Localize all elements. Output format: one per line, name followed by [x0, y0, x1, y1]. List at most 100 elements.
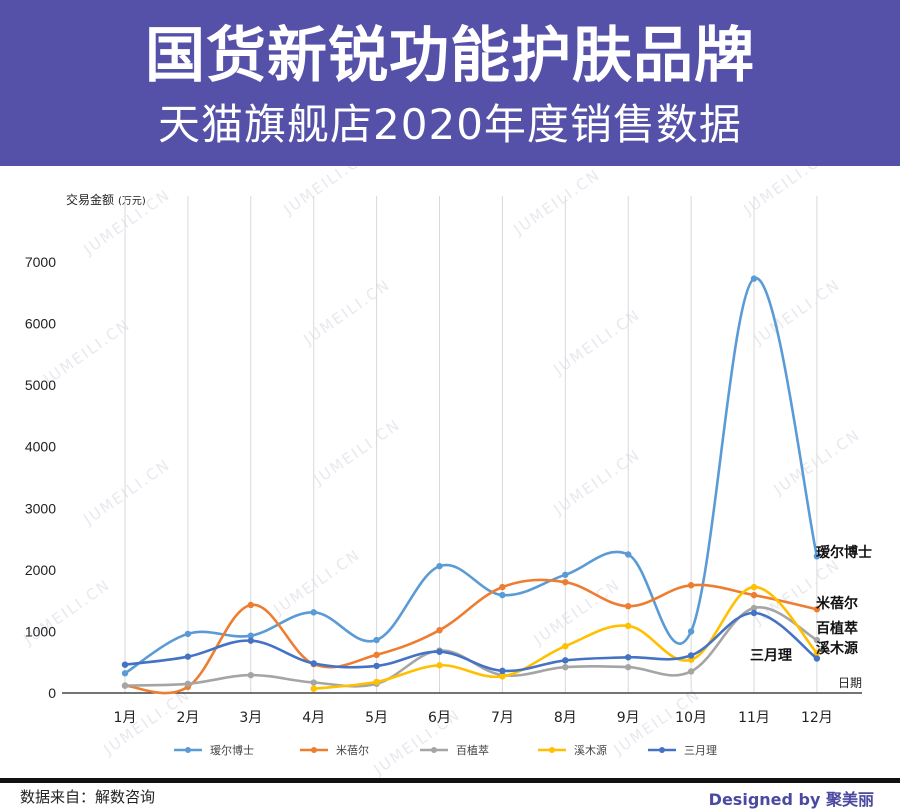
data-point [373, 662, 380, 670]
legend-label: 米蓓尔 [336, 744, 369, 757]
data-point [499, 583, 506, 591]
legend-marker [311, 747, 317, 753]
series-group: 溪木源 [310, 583, 858, 692]
data-point [436, 562, 443, 570]
series-group: 三月理 [121, 609, 821, 675]
data-point [813, 636, 821, 644]
data-point [750, 609, 758, 617]
y-tick-label: 6000 [25, 316, 56, 332]
data-point [562, 643, 569, 650]
legend-marker [659, 747, 665, 753]
data-point [499, 591, 506, 599]
line-chart: JUMEILI.CN JUMEILI.CN JUMEILI.CN JUMEILI.CN… [20, 166, 872, 778]
x-tick-label: 6月 [428, 710, 451, 726]
series-end-label: 瑷尔博士 [816, 544, 872, 561]
data-point [750, 591, 758, 599]
x-tick-label: 2月 [176, 710, 199, 726]
series-line [124, 606, 818, 688]
x-tick-label: 11月 [738, 710, 770, 726]
data-point [436, 662, 443, 669]
legend-marker [549, 747, 555, 753]
data-point [625, 602, 632, 610]
legend-label: 瑷尔博士 [210, 744, 254, 757]
data-point [562, 578, 569, 586]
data-point [247, 632, 254, 639]
data-point [750, 583, 758, 591]
data-point [813, 655, 821, 662]
y-tick-label: 2000 [25, 562, 56, 578]
legend-marker [431, 747, 437, 753]
data-point [247, 637, 254, 644]
data-point [625, 654, 632, 661]
y-tick-label: 1000 [25, 623, 56, 639]
data-point [373, 636, 380, 644]
data-point [562, 663, 569, 671]
legend-marker [185, 747, 191, 753]
data-point [750, 275, 758, 282]
data-point [625, 663, 632, 671]
data-point [373, 651, 380, 659]
y-tick-label: 0 [48, 685, 56, 701]
y-tick-label: 7000 [25, 254, 56, 270]
data-point [121, 661, 129, 668]
page-title: 国货新锐功能护肤品牌 [145, 21, 755, 91]
series-group: 瑷尔博士 [121, 275, 872, 677]
data-point [562, 657, 569, 664]
data-point [687, 652, 695, 659]
data-point [310, 685, 317, 692]
series-end-label: 米蓓尔 [816, 595, 858, 612]
y-axis-title: 交易金额 (万元) [66, 192, 146, 207]
y-axis-unit: (万元) [118, 196, 146, 207]
watermark-text: JUMEILI.CN [510, 166, 604, 239]
x-tick-label: 3月 [239, 710, 262, 726]
series-line [124, 277, 819, 675]
x-tick-label: 5月 [365, 710, 388, 726]
data-source: 数据来自：解数咨询 [20, 788, 156, 806]
data-point [247, 601, 254, 609]
data-point [625, 622, 632, 630]
watermark-text: JUMEILI.CN [80, 455, 174, 529]
data-point [499, 673, 506, 680]
watermark-text: JUMEILI.CN [750, 555, 844, 629]
series-line [124, 611, 818, 673]
data-point [436, 648, 443, 655]
legend-item: 溪木源 [538, 743, 607, 757]
legend-label: 溪木源 [574, 743, 607, 757]
data-point [184, 680, 192, 687]
x-tick-label: 9月 [617, 710, 640, 726]
data-point [310, 660, 317, 667]
data-point [121, 670, 129, 677]
watermark-text: JUMEILI.CN [270, 545, 364, 619]
series-end-label: 溪木源 [816, 640, 858, 657]
y-axis-label: 交易金额 [66, 192, 114, 207]
data-point [687, 668, 695, 675]
data-point [310, 609, 317, 616]
legend-item: 百植萃 [420, 743, 489, 757]
page-subtitle: 天猫旗舰店2020年度销售数据 [158, 100, 742, 149]
data-point [184, 630, 192, 638]
x-tick-label: 8月 [554, 710, 577, 726]
series-end-label: 三月理 [750, 648, 792, 664]
data-point [436, 626, 443, 634]
x-tick-label: 12月 [801, 710, 833, 726]
title-banner: 国货新锐功能护肤品牌 天猫旗舰店2020年度销售数据 [0, 0, 900, 166]
data-point [687, 628, 695, 635]
data-point [184, 653, 192, 660]
legend-label: 三月理 [684, 744, 717, 757]
watermark-text: JUMEILI.CN [550, 445, 644, 519]
data-point [813, 649, 821, 657]
legend-item: 米蓓尔 [300, 744, 369, 757]
x-axis-title: 日期 [838, 676, 862, 690]
y-tick-label: 4000 [25, 439, 56, 455]
legend-label: 百植萃 [456, 743, 489, 757]
designer-credit: Designed by 聚美丽 [708, 790, 874, 809]
y-tick-label: 5000 [25, 377, 56, 393]
x-tick-label: 4月 [302, 710, 325, 726]
footer-divider [0, 778, 900, 783]
data-point [499, 667, 506, 675]
x-tick-label: 1月 [114, 710, 137, 726]
series-line [313, 585, 818, 690]
data-point [310, 679, 317, 686]
data-point [687, 582, 695, 589]
series-end-label: 百植萃 [816, 620, 858, 637]
